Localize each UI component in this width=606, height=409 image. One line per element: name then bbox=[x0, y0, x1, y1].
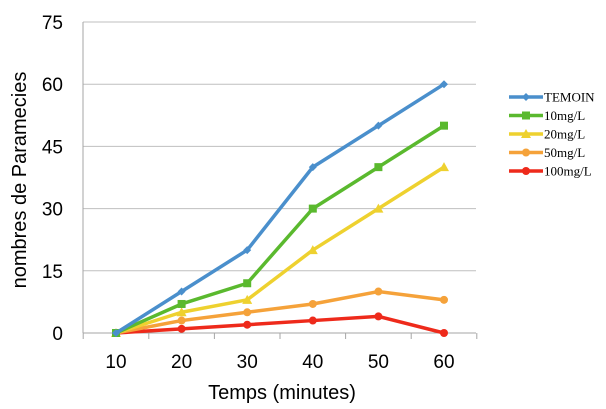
legend-marker bbox=[522, 148, 530, 157]
data-point bbox=[440, 329, 448, 337]
y-tick-label: 75 bbox=[42, 13, 63, 34]
legend-item: 50mg/L bbox=[509, 145, 585, 160]
series-4 bbox=[112, 287, 448, 337]
legend-label: 100mg/L bbox=[544, 164, 592, 179]
legend-item: 10mg/L bbox=[509, 108, 585, 123]
data-point bbox=[440, 121, 448, 130]
data-point bbox=[373, 203, 384, 213]
legend-item: 100mg/L bbox=[509, 164, 592, 179]
data-point bbox=[374, 287, 383, 296]
y-tick-label: 60 bbox=[42, 75, 63, 96]
series-group bbox=[111, 80, 449, 337]
data-point bbox=[440, 80, 448, 89]
series-1 bbox=[112, 80, 448, 337]
data-point bbox=[176, 307, 187, 317]
legend-label: 50mg/L bbox=[544, 145, 585, 160]
series-line bbox=[115, 165, 445, 335]
data-point bbox=[374, 121, 383, 130]
data-point bbox=[374, 163, 383, 172]
data-point bbox=[308, 204, 317, 213]
legend-label: TEMOIN bbox=[544, 90, 595, 105]
data-point bbox=[308, 163, 317, 172]
x-tick-label: 10 bbox=[105, 352, 126, 373]
data-point bbox=[177, 324, 186, 333]
data-point bbox=[177, 287, 186, 296]
series-3 bbox=[111, 162, 449, 337]
x-tick-label: 50 bbox=[368, 352, 389, 373]
legend-label: 10mg/L bbox=[544, 108, 585, 123]
data-point bbox=[243, 308, 252, 317]
data-point bbox=[112, 329, 120, 337]
legend-item: 20mg/L bbox=[509, 127, 585, 142]
y-tick-label: 0 bbox=[52, 324, 63, 345]
data-point bbox=[243, 320, 252, 329]
grid-lines bbox=[83, 21, 476, 334]
data-point bbox=[177, 299, 186, 308]
x-tick-label: 40 bbox=[302, 352, 323, 373]
legend-marker bbox=[522, 111, 530, 120]
data-point bbox=[307, 245, 318, 255]
legend-label: 20mg/L bbox=[544, 127, 585, 142]
x-tick-label: 60 bbox=[433, 352, 454, 373]
data-point bbox=[242, 294, 253, 304]
y-tick-label: 15 bbox=[42, 262, 63, 283]
series-line bbox=[115, 82, 445, 335]
data-point bbox=[308, 316, 317, 325]
legend-marker bbox=[522, 93, 530, 101]
y-tick-label: 45 bbox=[42, 137, 63, 158]
y-tick-labels: 0 15 30 45 60 75 bbox=[42, 13, 63, 345]
axes bbox=[82, 22, 478, 339]
y-tick-label: 30 bbox=[42, 200, 63, 221]
legend-marker bbox=[522, 167, 530, 175]
data-point bbox=[439, 162, 449, 172]
data-point bbox=[440, 295, 448, 304]
data-point bbox=[308, 299, 317, 308]
series-line bbox=[115, 289, 445, 335]
legend-item: TEMOIN bbox=[509, 90, 595, 105]
x-axis-label: Temps (minutes) bbox=[208, 382, 356, 404]
x-tick-label: 20 bbox=[171, 352, 192, 373]
data-point bbox=[374, 312, 383, 321]
data-point bbox=[243, 279, 252, 288]
data-point bbox=[177, 316, 186, 325]
series-line bbox=[115, 314, 445, 335]
data-point bbox=[243, 246, 252, 255]
legend: TEMOIN 10mg/L 20mg/L 50mg/L 100mg/L bbox=[509, 90, 595, 179]
y-axis-label: nombres de Paramecies bbox=[9, 72, 31, 289]
series-line bbox=[115, 124, 445, 335]
legend-marker bbox=[521, 129, 531, 138]
x-tick-label: 30 bbox=[237, 352, 258, 373]
x-tick-labels: 10 20 30 40 50 60 bbox=[105, 352, 454, 373]
